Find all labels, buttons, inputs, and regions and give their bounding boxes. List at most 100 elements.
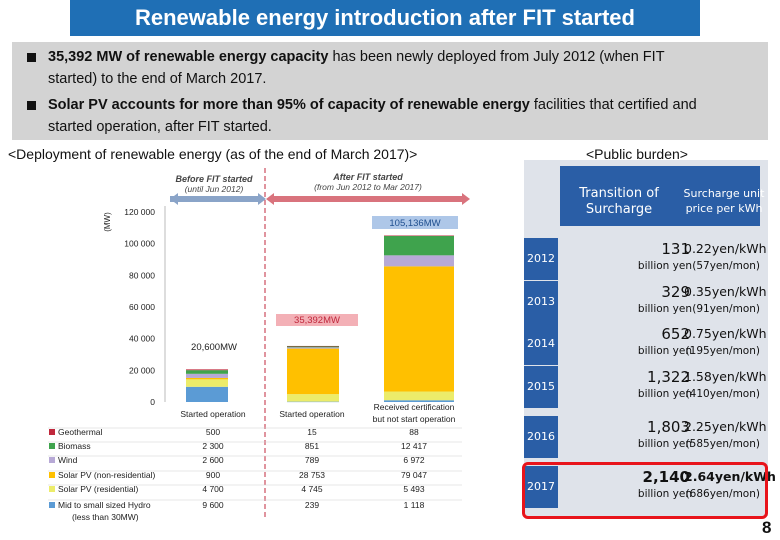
year-cell: 2014 <box>524 323 558 365</box>
header-col2-line2: price per kWh <box>685 202 763 215</box>
bar-segment <box>384 391 454 401</box>
y-tick-label: 80 000 <box>129 270 155 280</box>
monthly-burden: (57yen/mon) <box>692 260 760 272</box>
table-cell-value: 789 <box>305 455 319 465</box>
legend-swatch <box>49 443 55 449</box>
bar-segment <box>384 255 454 267</box>
total-certified-badge <box>372 216 458 229</box>
monthly-burden: (195yen/mon) <box>685 345 760 357</box>
surcharge-value: 2,140 <box>642 468 690 486</box>
bar-segment <box>287 345 339 348</box>
bullet-2-line2: started operation, after FIT started. <box>48 119 272 135</box>
category-label: Started operation <box>180 409 245 419</box>
after-fit-label: After FIT started <box>332 172 403 182</box>
bar-segment <box>287 345 339 347</box>
before-arrow-head <box>258 193 266 205</box>
table-cell-value: 88 <box>409 427 419 437</box>
year-cell: 2013 <box>524 281 558 323</box>
unit-price-value: 2.25yen/kWh <box>684 419 767 434</box>
legend-label-line2: (less than 30MW) <box>72 512 139 522</box>
y-tick-label: 20 000 <box>129 365 155 375</box>
public-burden-row: 2014 652 billion yen 0.75yen/kWh (195yen/mon… <box>524 323 768 365</box>
summary-bullet-2: Solar PV accounts for more than 95% of c… <box>24 94 768 138</box>
public-burden-row: 2015 1,322 billion yen 1.58yen/kWh (410yen/m… <box>524 366 768 408</box>
legend-swatch <box>49 486 55 492</box>
bar-segment <box>287 394 339 402</box>
public-burden-row: 2012 131 billion yen 0.22yen/kWh (57yen/mon) <box>524 238 768 280</box>
legend-swatch <box>49 472 55 478</box>
table-cell-value: 4 745 <box>301 484 323 494</box>
square-bullet-icon <box>27 101 36 110</box>
legend-label: Solar PV (residential) <box>58 484 138 494</box>
public-burden-row: 2013 329 billion yen 0.35yen/kWh (91yen/mon) <box>524 281 768 323</box>
bar-segment <box>186 369 228 371</box>
bar-segment <box>384 235 454 237</box>
public-burden-subtitle: <Public burden> <box>586 146 688 162</box>
bar-segment <box>186 373 228 378</box>
bar-segment <box>186 386 228 402</box>
after-arrow-tail <box>266 193 274 205</box>
page-title: Renewable energy introduction after FIT … <box>70 0 700 36</box>
bar-segment <box>287 347 339 349</box>
table-cell-value: 28 753 <box>299 470 325 480</box>
after-arrow-head <box>462 193 470 205</box>
surcharge-unit: billion yen <box>637 345 692 357</box>
table-cell-value: 79 047 <box>401 470 427 480</box>
surcharge-value: 652 <box>661 325 690 343</box>
summary-box: 35,392 MW of renewable energy capacity h… <box>12 42 768 140</box>
category-label: Received certification <box>374 402 455 412</box>
surcharge-unit: billion yen <box>637 438 692 450</box>
legend-label: Biomass <box>58 441 91 451</box>
y-tick-label: 100 000 <box>124 239 155 249</box>
table-cell-value: 4 700 <box>202 484 224 494</box>
public-burden-row: 2016 1,803 billion yen 2.25yen/kWh (585yen/m… <box>524 416 768 458</box>
total-certified-label: 105,136MW <box>389 218 440 229</box>
legend-label: Geothermal <box>58 427 103 437</box>
header-col1-line1: Transition of <box>579 186 659 201</box>
monthly-burden: (410yen/mon) <box>685 388 760 400</box>
public-burden-header: Transition of Surcharge Surcharge unit pri… <box>560 166 764 226</box>
surcharge-value: 329 <box>661 283 690 301</box>
table-cell-value: 2 600 <box>202 455 224 465</box>
header-col1-line2: Surcharge <box>585 202 653 217</box>
surcharge-unit: billion yen <box>637 303 692 315</box>
bullet-1-bold: 35,392 MW of renewable energy capacity <box>48 49 329 65</box>
page-number: 8 <box>762 518 772 537</box>
year-cell: 2017 <box>524 466 558 508</box>
category-label: Started operation <box>279 409 344 419</box>
header-col2-line1: Surcharge unit <box>683 187 765 200</box>
bar-segment <box>384 266 454 392</box>
surcharge-value: 1,803 <box>647 418 690 436</box>
table-cell-value: 9 600 <box>202 500 224 510</box>
table-cell-value: 500 <box>206 427 220 437</box>
public-burden-row: 2017 2,140 billion yen 2.64yen/kWh (686yen/m… <box>524 466 776 508</box>
bullet-2-bold: Solar PV accounts for more than 95% of c… <box>48 97 530 113</box>
unit-price-header: Surcharge unit price per kWh <box>676 186 772 216</box>
table-cell-value: 1 118 <box>404 500 425 510</box>
table-cell-value: 900 <box>206 470 220 480</box>
surcharge-value: 1,322 <box>647 368 690 386</box>
unit-price-value: 0.22yen/kWh <box>684 241 767 256</box>
unit-price-value: 1.58yen/kWh <box>684 369 767 384</box>
unit-price-value: 0.75yen/kWh <box>684 326 767 341</box>
bar-segment <box>287 401 339 403</box>
surcharge-value: 131 <box>661 240 690 258</box>
table-cell-value: 15 <box>307 427 317 437</box>
total-after-badge <box>276 314 358 326</box>
bullet-1-line2: started) to the end of March 2017. <box>48 71 267 87</box>
before-fit-period: (until Jun 2012) <box>185 184 244 194</box>
table-cell-value: 239 <box>305 500 319 510</box>
legend-swatch <box>49 457 55 463</box>
bullet-1-rest: has been newly deployed from July 2012 (… <box>328 49 665 65</box>
y-tick-label: 60 000 <box>129 302 155 312</box>
year-cell: 2016 <box>524 416 558 458</box>
table-cell-value: 12 417 <box>401 441 427 451</box>
unit-price-value: 2.64yen/kWh <box>684 469 776 484</box>
table-cell-value: 6 972 <box>403 455 425 465</box>
legend-swatch <box>49 429 55 435</box>
legend-label: Solar PV (non-residential) <box>58 470 155 480</box>
bar-segment <box>186 379 228 387</box>
highlight-2017-box <box>522 462 768 519</box>
total-before-label: 20,600MW <box>191 342 237 353</box>
